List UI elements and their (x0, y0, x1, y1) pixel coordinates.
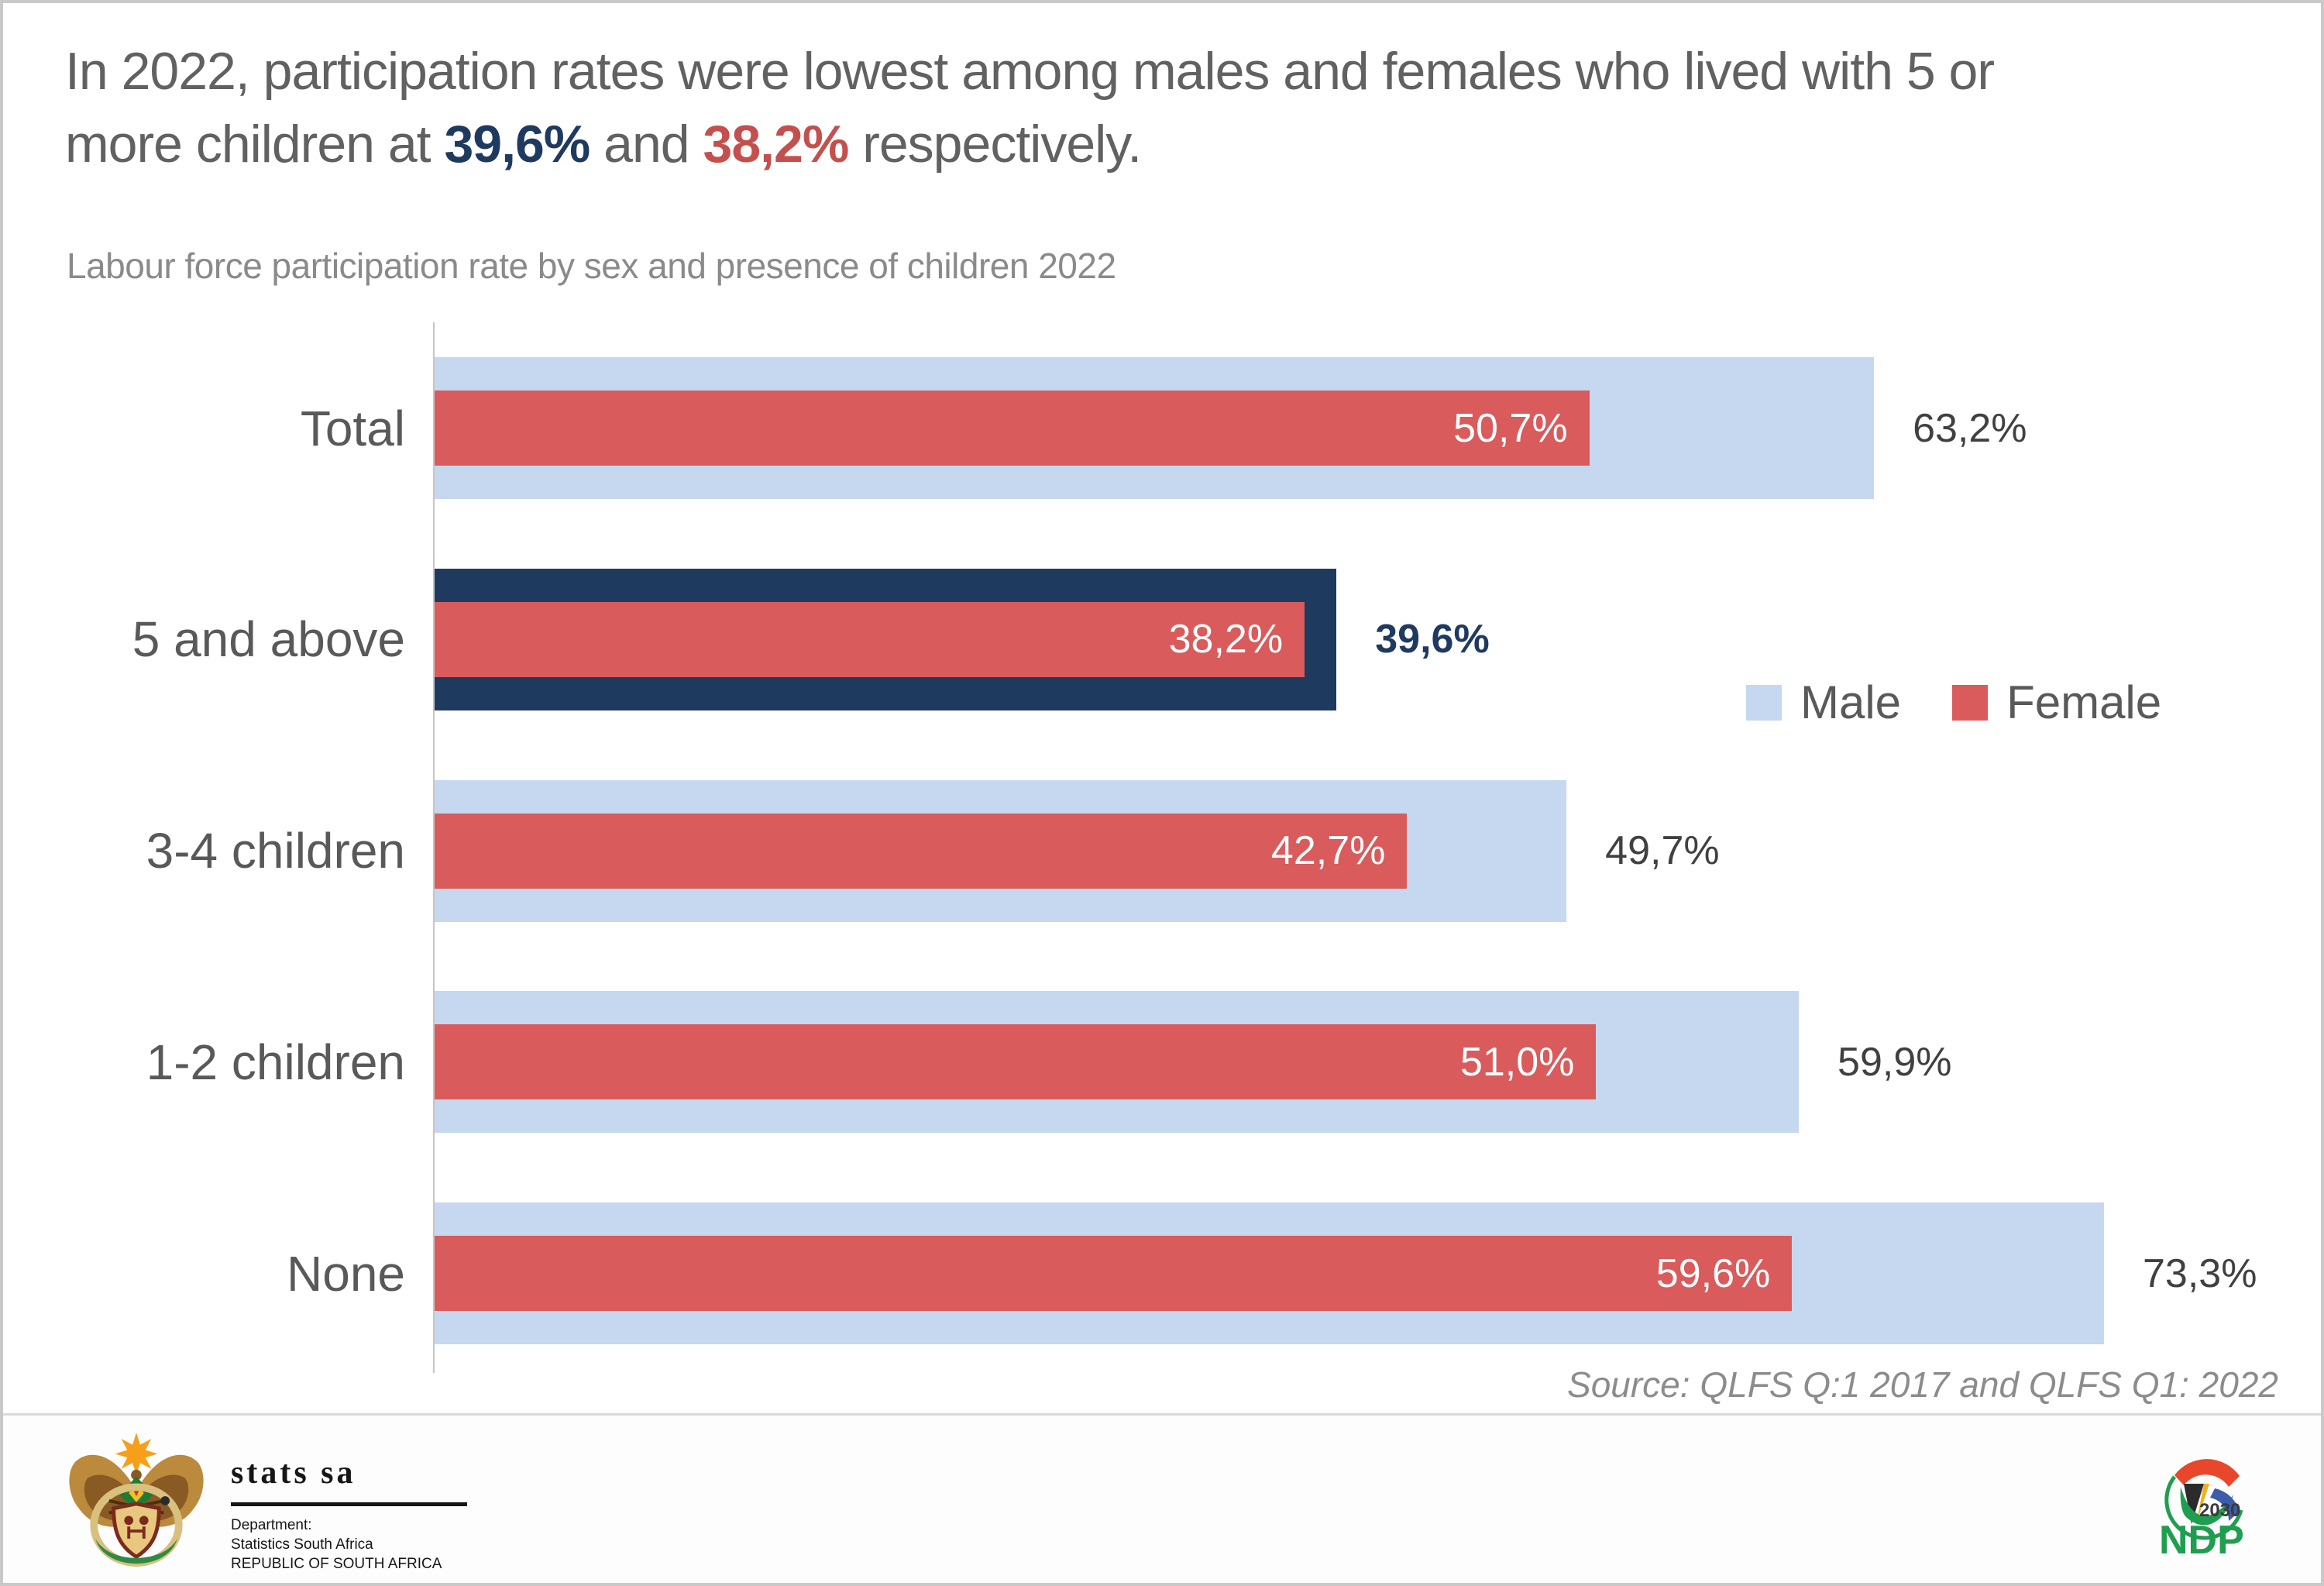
page-title: In 2022, participation rates were lowest… (65, 36, 2296, 181)
female-value-label: 51,0% (1459, 1039, 1575, 1085)
female-swatch-icon (1952, 684, 1989, 721)
female-bar: 59,6% (435, 1236, 1793, 1311)
statssa-rule (231, 1502, 467, 1506)
chart-subtitle: Labour force participation rate by sex a… (67, 246, 1116, 286)
female-bar: 50,7% (435, 390, 1590, 466)
legend-label-female: Female (2006, 676, 2162, 728)
category-label: 5 and above (132, 611, 405, 668)
female-value-label: 50,7% (1453, 405, 1568, 451)
statssa-brand: stats sa (231, 1455, 356, 1491)
bar-row: Total 50,7% 63,2% (301, 357, 2257, 499)
bar-row: 5 and above 38,2% 39,6% (132, 568, 2257, 710)
coat-of-arms-icon (69, 1432, 204, 1567)
legend-item-male: Male (1746, 676, 1901, 729)
footer-divider (3, 1413, 2321, 1416)
title-line2-pre: more children at (65, 114, 445, 174)
bar-row: None 59,6% 73,3% (287, 1202, 2257, 1344)
statssa-dept-line2: Statistics South Africa (231, 1536, 373, 1553)
category-label: Total (300, 400, 405, 456)
chart-legend: Male Female (1746, 676, 2161, 729)
footer: stats sa Department: Statistics South Af… (3, 1416, 2321, 1583)
title-line1: In 2022, participation rates were lowest… (65, 42, 1995, 101)
female-bar: 51,0% (435, 1024, 1597, 1100)
statssa-logo: stats sa Department: Statistics South Af… (59, 1431, 467, 1574)
female-value-label: 38,2% (1168, 617, 1284, 662)
category-label: 3-4 children (146, 823, 405, 879)
bar-row: 3-4 children 42,7% 49,7% (146, 779, 2257, 922)
title-male-value: 39,6% (444, 114, 590, 174)
female-bar: 38,2% (435, 601, 1305, 677)
statssa-text-block: stats sa Department: Statistics South Af… (231, 1431, 467, 1574)
male-value-label: 73,3% (2143, 1251, 2257, 1296)
legend-item-female: Female (1952, 676, 2161, 729)
title-mid: and (590, 114, 703, 174)
ndp-brand-text: NDP (2159, 1518, 2244, 1563)
category-label: 1-2 children (146, 1034, 405, 1090)
title-line2-post: respectively. (848, 114, 1142, 174)
male-value-label: 49,7% (1605, 828, 1720, 873)
ndp-year-text: 2030 (2199, 1500, 2240, 1521)
legend-label-male: Male (1800, 676, 1902, 728)
category-label: None (287, 1245, 405, 1302)
female-value-label: 59,6% (1655, 1251, 1771, 1296)
source-note: Source: QLFS Q:1 2017 and QLFS Q1: 2022 (1567, 1364, 2278, 1405)
female-bar: 42,7% (435, 813, 1408, 889)
title-female-value: 38,2% (703, 114, 850, 174)
male-swatch-icon (1746, 684, 1782, 721)
male-value-label: 39,6% (1375, 617, 1490, 662)
ndp-2030-logo-icon: 2030 NDP (2159, 1459, 2244, 1563)
female-value-label: 42,7% (1270, 828, 1386, 873)
bar-row: 1-2 children 51,0% 59,9% (146, 991, 2257, 1134)
statssa-dept-line1: Department: (231, 1517, 312, 1533)
statssa-dept-line3: REPUBLIC OF SOUTH AFRICA (231, 1556, 442, 1573)
plot-area: Total 50,7% 63,2% 5 and above 38,2% 39,6% 3-4 … (132, 322, 2257, 1373)
male-value-label: 63,2% (1913, 405, 2027, 451)
male-value-label: 59,9% (1838, 1039, 1952, 1085)
